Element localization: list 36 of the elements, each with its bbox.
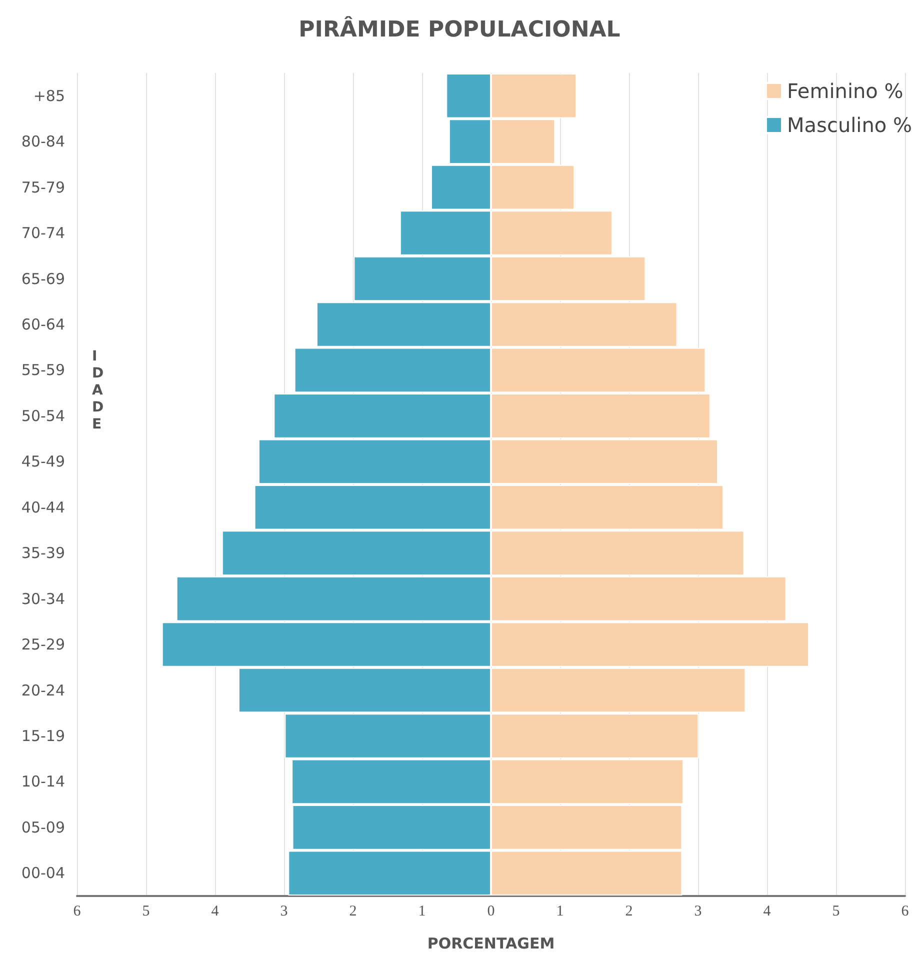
y-tick-label: 05-09 bbox=[21, 818, 65, 836]
y-tick-label: 35-39 bbox=[21, 544, 65, 562]
y-tick-label: 25-29 bbox=[21, 636, 65, 654]
y-tick-label: 70-74 bbox=[21, 224, 65, 242]
x-tick-label: 2 bbox=[625, 904, 633, 920]
legend-label: Feminino % bbox=[787, 79, 904, 103]
x-tick-label: 4 bbox=[211, 904, 220, 920]
x-tick-label: 3 bbox=[280, 904, 288, 920]
y-tick-label: 50-54 bbox=[21, 406, 65, 425]
x-tick-label: 4 bbox=[763, 904, 772, 920]
x-axis-title: PORCENTAGEM bbox=[427, 934, 555, 952]
y-tick-label: 65-69 bbox=[21, 270, 65, 288]
y-tick-label: 60-64 bbox=[21, 315, 65, 334]
y-tick-label: 30-34 bbox=[21, 590, 65, 608]
y-tick-label: 20-24 bbox=[21, 681, 65, 700]
y-tick-label: 55-59 bbox=[21, 361, 65, 380]
x-tick-label: 6 bbox=[73, 904, 82, 920]
y-tick-label: 10-14 bbox=[21, 772, 65, 791]
x-tick-label: 1 bbox=[556, 904, 564, 920]
y-axis-title: IDADE bbox=[92, 348, 104, 432]
x-tick-label: 5 bbox=[832, 904, 840, 920]
y-tick-label: 15-19 bbox=[21, 726, 65, 745]
x-tick-label: 3 bbox=[694, 904, 702, 920]
chart-title: PIRÂMIDE POPULACIONAL bbox=[298, 16, 620, 42]
x-tick-label: 2 bbox=[349, 904, 357, 920]
y-tick-label: 45-49 bbox=[21, 452, 65, 471]
y-tick-label: 80-84 bbox=[21, 132, 65, 151]
x-tick-label: 5 bbox=[142, 904, 150, 920]
y-tick-label: 00-04 bbox=[21, 864, 65, 882]
y-tick-label: 75-79 bbox=[21, 178, 65, 196]
x-tick-label: 0 bbox=[487, 904, 495, 920]
x-tick-label: 6 bbox=[901, 904, 910, 920]
y-tick-label: +85 bbox=[33, 86, 65, 105]
legend-label: Masculino % bbox=[787, 113, 912, 137]
y-tick-label: 40-44 bbox=[21, 498, 65, 516]
x-tick-label: 1 bbox=[418, 904, 426, 920]
